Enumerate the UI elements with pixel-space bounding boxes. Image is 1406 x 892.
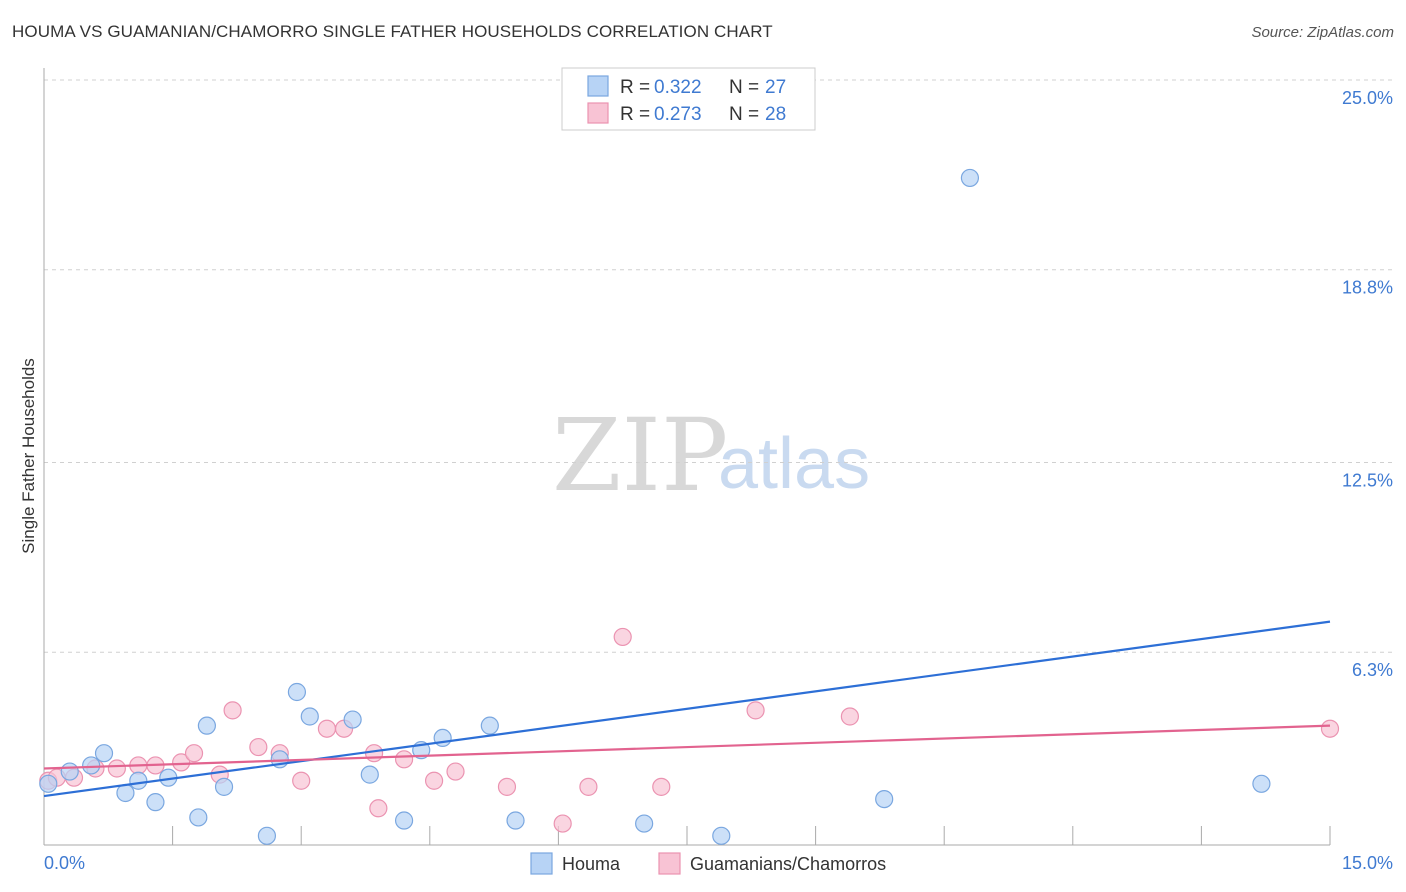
houma-point — [480, 716, 499, 735]
guamanian-point — [652, 777, 671, 796]
watermark-atlas: atlas — [718, 424, 870, 504]
legend-r-value-houma: 0.322 — [654, 77, 702, 98]
houma-point — [360, 765, 379, 784]
trend-line-houma — [43, 620, 1331, 798]
guamanian-point — [249, 737, 268, 757]
guamanian-point — [184, 744, 204, 763]
series-guamanians-points — [39, 627, 1340, 833]
houma-point — [1252, 774, 1271, 793]
y-tick-label: 25.0% — [1342, 88, 1393, 108]
houma-point — [960, 168, 980, 188]
houma-point — [394, 811, 414, 830]
series-legend: Houma Guamanians/Chamorros — [530, 852, 886, 875]
guamanian-point — [364, 744, 384, 763]
trend-line-guamanians — [43, 724, 1331, 770]
chart-title: HOUMA VS GUAMANIAN/CHAMORRO SINGLE FATHE… — [12, 22, 773, 41]
houma-point — [506, 811, 525, 830]
houma-point — [287, 682, 307, 702]
x-ticks — [172, 826, 1331, 845]
legend-n-label-houma: N = — [729, 77, 759, 98]
bottom-legend-label-guamanians: Guamanians/Chamorros — [690, 854, 886, 874]
houma-point — [257, 826, 277, 845]
guamanian-point — [424, 771, 444, 790]
houma-point — [343, 710, 362, 729]
bottom-legend-swatch-houma — [530, 852, 553, 875]
legend-swatch-houma — [587, 75, 609, 97]
houma-point — [39, 774, 58, 793]
legend-n-value-houma: 27 — [765, 77, 786, 98]
guamanian-point — [840, 707, 859, 726]
legend-n-value-guamanians: 28 — [765, 104, 786, 125]
guamanian-point — [446, 762, 465, 781]
bottom-legend-label-houma: Houma — [562, 854, 621, 874]
houma-point — [197, 716, 216, 735]
guamanian-point — [223, 701, 242, 720]
y-tick-label: 6.3% — [1352, 660, 1393, 680]
gridlines — [44, 79, 1395, 653]
x-tick-label-min: 0.0% — [44, 853, 85, 873]
legend-r-label-houma: R = — [620, 77, 650, 98]
legend-r-value-guamanians: 0.273 — [654, 104, 702, 125]
guamanian-point — [394, 750, 414, 769]
houma-point — [189, 808, 208, 827]
houma-point — [116, 783, 135, 803]
houma-point — [214, 777, 234, 796]
guamanian-point — [613, 627, 632, 647]
houma-point — [82, 756, 101, 775]
houma-point — [712, 826, 731, 845]
guamanian-point — [497, 777, 517, 796]
y-tick-labels: 6.3% 12.5% 18.8% 25.0% — [1342, 88, 1393, 680]
guamanian-point — [317, 719, 337, 738]
legend-n-label-guamanians: N = — [729, 104, 759, 125]
x-tick-label-max: 15.0% — [1342, 853, 1393, 873]
guamanian-point — [107, 759, 126, 778]
houma-point — [129, 771, 148, 790]
y-tick-label: 18.8% — [1342, 278, 1393, 298]
trend-lines — [43, 620, 1331, 798]
houma-point — [300, 707, 319, 726]
y-tick-label: 12.5% — [1342, 471, 1393, 491]
houma-point — [60, 762, 79, 781]
guamanian-point — [369, 799, 388, 818]
source-label: Source: ZipAtlas.com — [1251, 24, 1394, 41]
houma-point — [146, 793, 165, 812]
y-axis-label: Single Father Households — [19, 358, 38, 554]
guamanian-point — [746, 701, 765, 720]
legend-swatch-guamanians — [587, 102, 609, 124]
guamanian-point — [1320, 719, 1340, 738]
houma-point — [94, 744, 114, 763]
houma-point — [635, 814, 654, 833]
watermark-zip: ZIP — [552, 397, 728, 514]
houma-point — [875, 789, 894, 809]
series-houma-points — [39, 168, 1271, 845]
guamanian-point — [579, 777, 598, 796]
stats-legend: R = 0.322 N = 27 R = 0.273 N = 28 — [561, 67, 816, 131]
bottom-legend-swatch-guamanians — [658, 852, 681, 875]
legend-r-label-guamanians: R = — [620, 104, 650, 125]
guamanian-point — [172, 753, 191, 772]
guamanian-point — [553, 814, 572, 833]
guamanian-point — [292, 771, 311, 790]
